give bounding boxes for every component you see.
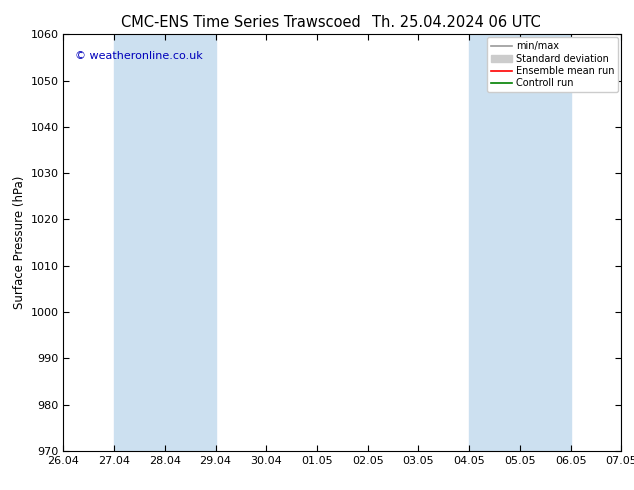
Y-axis label: Surface Pressure (hPa): Surface Pressure (hPa) <box>13 176 26 309</box>
Bar <box>114 34 216 451</box>
Legend: min/max, Standard deviation, Ensemble mean run, Controll run: min/max, Standard deviation, Ensemble me… <box>487 37 618 92</box>
Bar <box>469 34 571 451</box>
Text: © weatheronline.co.uk: © weatheronline.co.uk <box>75 51 202 61</box>
Text: CMC-ENS Time Series Trawscoed: CMC-ENS Time Series Trawscoed <box>121 15 361 30</box>
Bar <box>621 34 634 451</box>
Text: Th. 25.04.2024 06 UTC: Th. 25.04.2024 06 UTC <box>372 15 541 30</box>
